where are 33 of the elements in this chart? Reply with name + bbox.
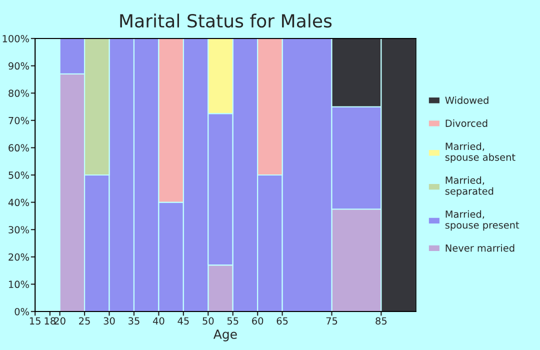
legend-label: Never married [446, 244, 514, 252]
x-tick-label: 85 [376, 317, 387, 325]
y-tick-label: 20% [8, 253, 30, 261]
y-tick-label: 40% [8, 198, 30, 206]
y-tick-label: 60% [8, 144, 30, 152]
legend-label: Married, separated [445, 176, 494, 197]
y-tick-label: 0% [14, 308, 30, 316]
x-tick-label: 50 [202, 317, 214, 325]
x-tick-label: 75 [326, 317, 338, 325]
y-tick-label: 10% [9, 280, 30, 288]
legend-label: Divorced [446, 119, 488, 127]
y-tick-label: 70% [8, 116, 30, 124]
y-tick-label: 30% [8, 226, 30, 234]
y-tick-label: 90% [8, 62, 30, 70]
x-tick-label: 35 [128, 317, 140, 325]
x-tick-label: 65 [276, 317, 288, 325]
x-tick-label: 20 [54, 317, 66, 325]
x-axis-title: Age [213, 330, 237, 342]
y-tick-label: 80% [8, 90, 30, 97]
x-tick-label: 45 [178, 317, 189, 325]
x-tick-label: 15 [30, 317, 40, 325]
x-tick-label: 25 [79, 317, 90, 325]
x-tick-label: 55 [227, 317, 238, 325]
x-tick-label: 30 [104, 317, 115, 325]
x-tick-label: 60 [252, 317, 264, 325]
chart-title: Marital Status for Males [120, 14, 332, 28]
x-tick-label: 18 [44, 317, 56, 325]
y-tick-label: 100% [2, 34, 30, 42]
y-tick-label: 50% [8, 171, 30, 179]
legend-label: Widowed [445, 96, 488, 104]
legend-label: Married, spouse absent [445, 142, 516, 163]
legend-label: Married, spouse present [445, 210, 520, 231]
x-tick-label: 40 [152, 317, 164, 325]
